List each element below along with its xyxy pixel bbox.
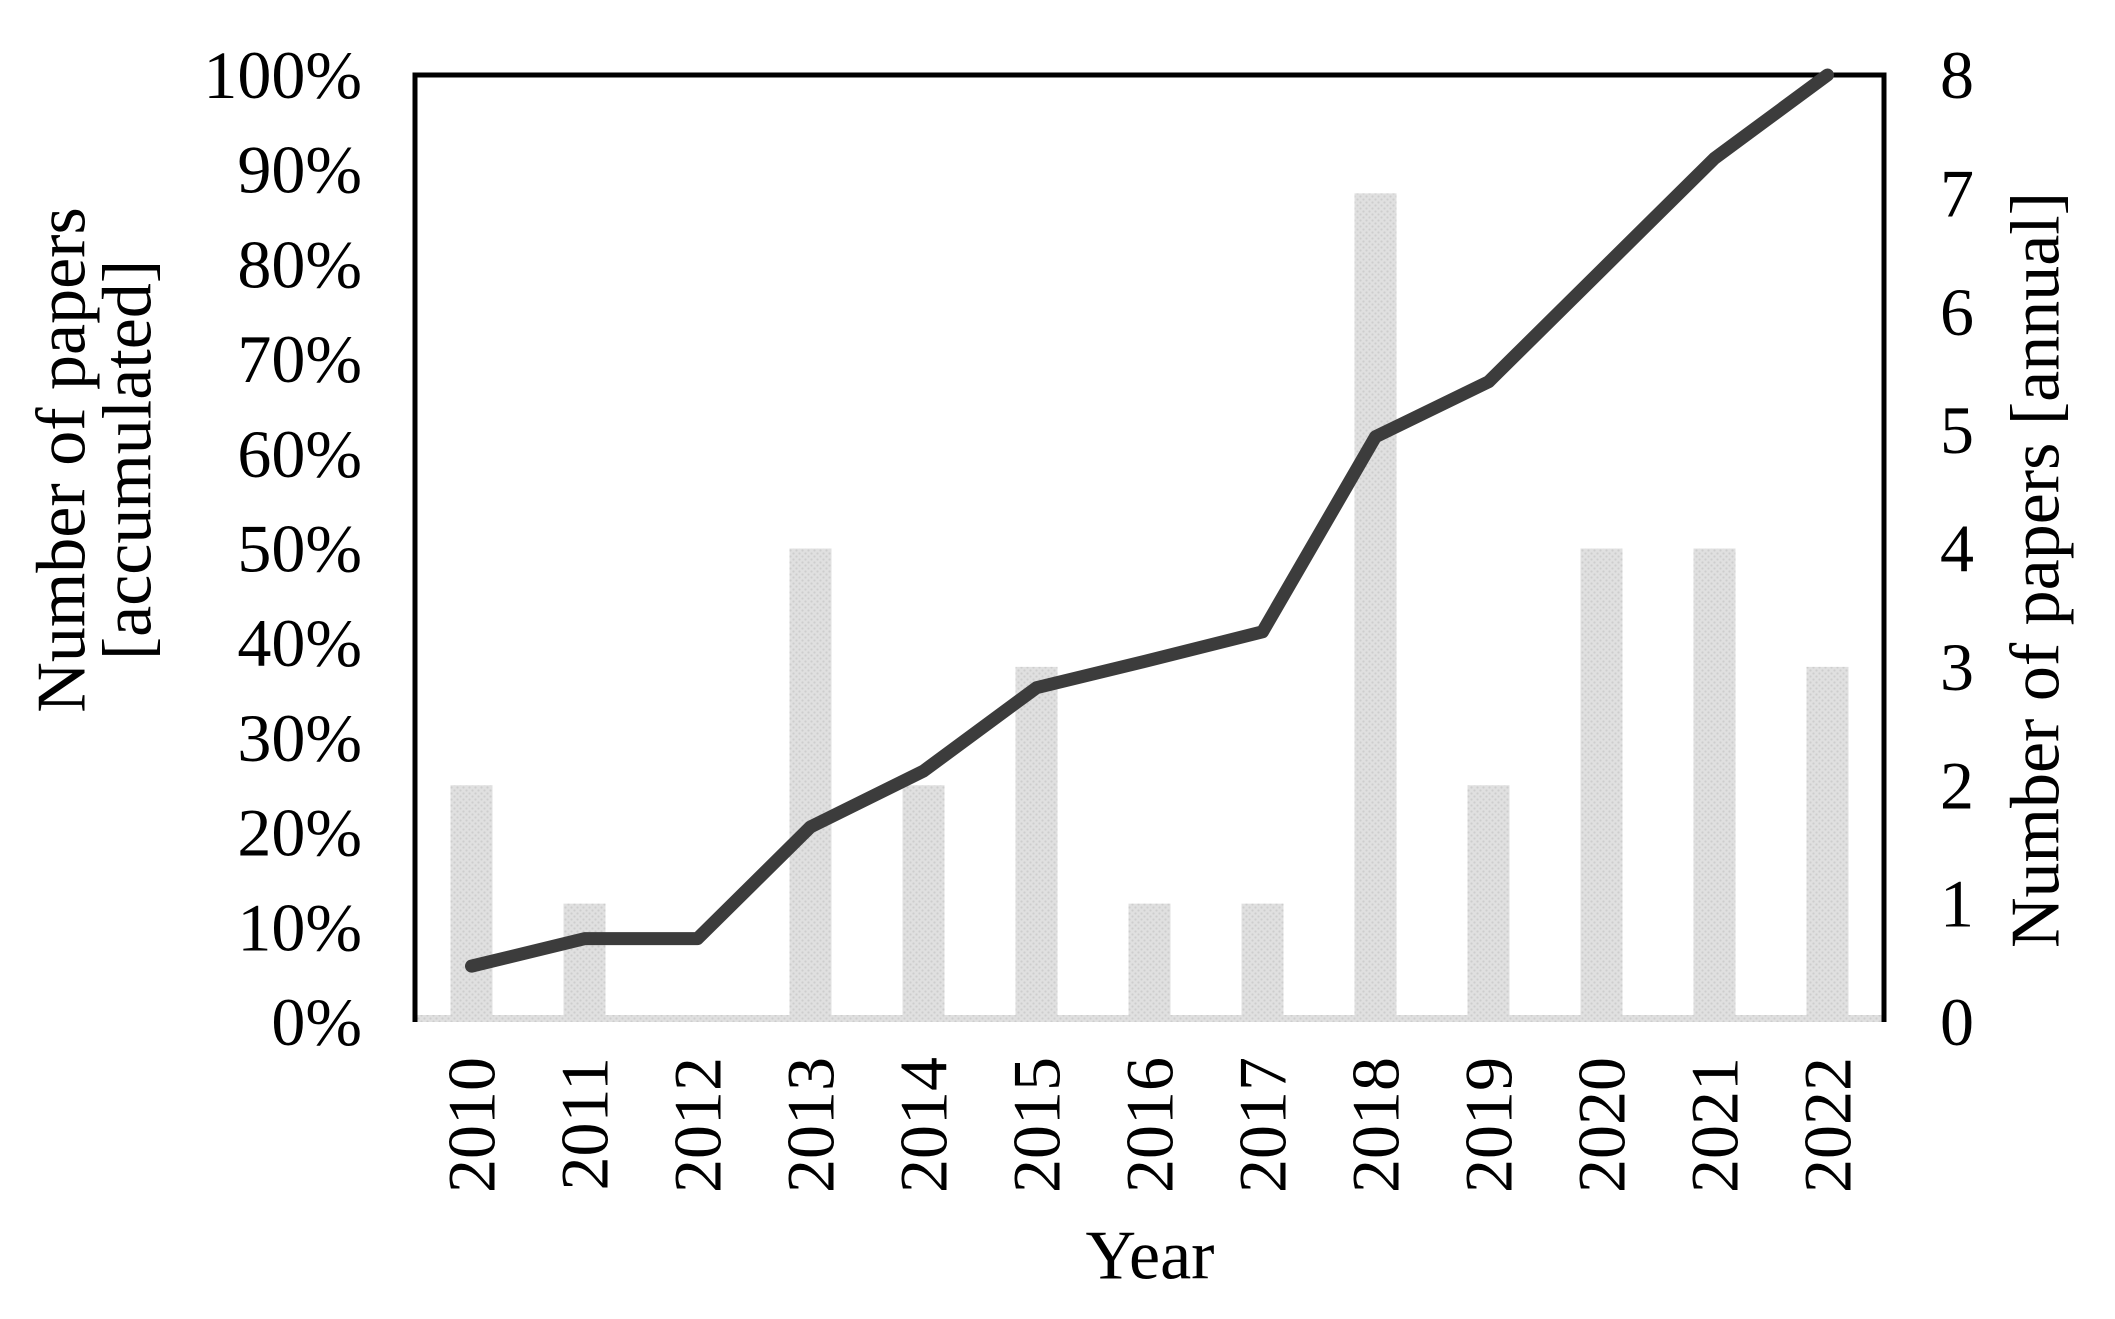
bar-2015 — [1015, 666, 1058, 1022]
bar-2016 — [1128, 903, 1171, 1022]
right-tick-8: 8 — [1940, 37, 1974, 113]
right-tick-4: 4 — [1940, 511, 1974, 587]
bar-2020 — [1580, 548, 1623, 1022]
left-tick-30%: 30% — [237, 700, 362, 776]
left-tick-0%: 0% — [271, 984, 362, 1060]
x-axis-title: Year — [1086, 1218, 1215, 1295]
right-tick-3: 3 — [1940, 629, 1974, 705]
left-tick-50%: 50% — [237, 511, 362, 587]
left-tick-90%: 90% — [237, 132, 362, 208]
bar-2021 — [1693, 548, 1736, 1022]
left-tick-40%: 40% — [237, 605, 362, 681]
left-axis-title-line2: [accumulated] — [90, 260, 167, 660]
bar-2022 — [1806, 666, 1849, 1022]
left-tick-60%: 60% — [237, 416, 362, 492]
bar-2018 — [1354, 193, 1397, 1022]
right-axis-tick-labels: 0 1 2 3 4 5 6 7 8 — [1940, 37, 1974, 1060]
right-tick-5: 5 — [1940, 392, 1974, 468]
year-tick-2011: 2011 — [547, 1057, 623, 1190]
bar-2013 — [789, 548, 832, 1022]
year-tick-labels: 2010 2011 2012 2013 2014 2015 2016 2017 2018 2019… — [434, 1057, 1866, 1193]
plot-border — [412, 72, 1887, 1022]
left-axis-title-line1: Number of papers — [24, 207, 101, 712]
left-axis-tick-labels: 0% 10% 20% 30% 40% 50% 60% 70% 80% 90% 100% — [203, 37, 362, 1060]
year-tick-2016: 2016 — [1112, 1057, 1188, 1193]
year-tick-2014: 2014 — [886, 1057, 962, 1193]
year-tick-2013: 2013 — [773, 1057, 849, 1193]
bar-2017 — [1241, 903, 1284, 1022]
left-tick-70%: 70% — [237, 321, 362, 397]
left-tick-80%: 80% — [237, 226, 362, 302]
right-tick-6: 6 — [1940, 274, 1974, 350]
accumulated-percent-line — [465, 68, 1834, 973]
year-tick-2020: 2020 — [1564, 1057, 1640, 1193]
bar-2019 — [1467, 785, 1510, 1022]
year-tick-2015: 2015 — [999, 1057, 1075, 1193]
year-tick-2010: 2010 — [434, 1057, 510, 1193]
bar-2014 — [902, 785, 945, 1022]
right-tick-1: 1 — [1940, 866, 1974, 942]
right-tick-0: 0 — [1940, 984, 1974, 1060]
year-tick-2019: 2019 — [1451, 1057, 1527, 1193]
year-tick-2018: 2018 — [1338, 1057, 1414, 1193]
annual-papers-bars — [450, 193, 1849, 1022]
year-tick-2017: 2017 — [1225, 1057, 1301, 1193]
right-axis-title: Number of papers [annual] — [1998, 192, 2075, 948]
year-tick-2021: 2021 — [1677, 1057, 1753, 1193]
year-tick-2012: 2012 — [660, 1057, 736, 1193]
left-tick-10%: 10% — [237, 889, 362, 965]
year-tick-2022: 2022 — [1790, 1057, 1866, 1193]
left-tick-100%: 100% — [203, 37, 362, 113]
right-tick-7: 7 — [1940, 155, 1974, 231]
bar-2011 — [563, 903, 606, 1022]
bar-2010 — [450, 785, 493, 1022]
left-tick-20%: 20% — [237, 795, 362, 871]
right-tick-2: 2 — [1940, 747, 1974, 823]
